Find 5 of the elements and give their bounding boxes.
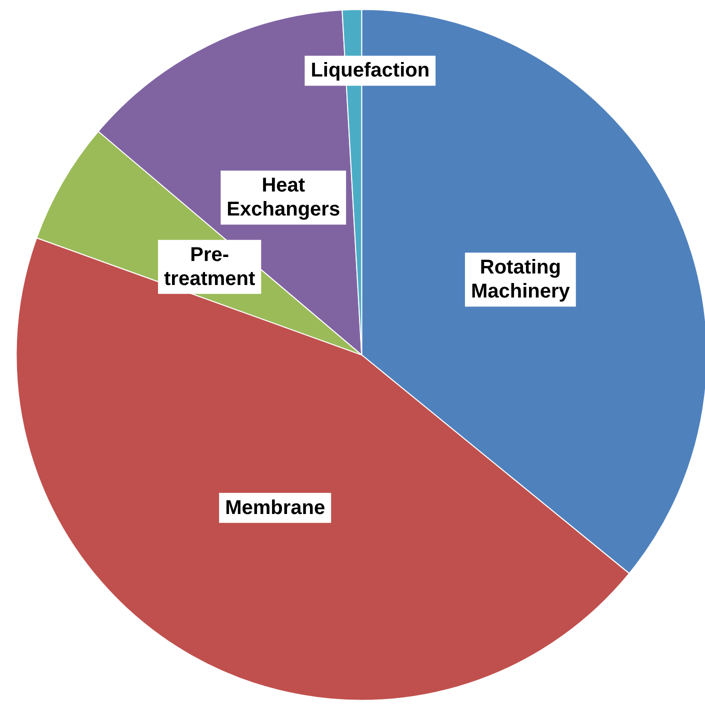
slice-label: Pre-treatment [164,244,256,290]
slice-label: Rotating Machinery [470,256,571,303]
slice-label: Membrane [225,496,326,519]
slice-label: Liquefaction [310,60,430,82]
slice-label: Heat Exchangers [226,174,340,221]
